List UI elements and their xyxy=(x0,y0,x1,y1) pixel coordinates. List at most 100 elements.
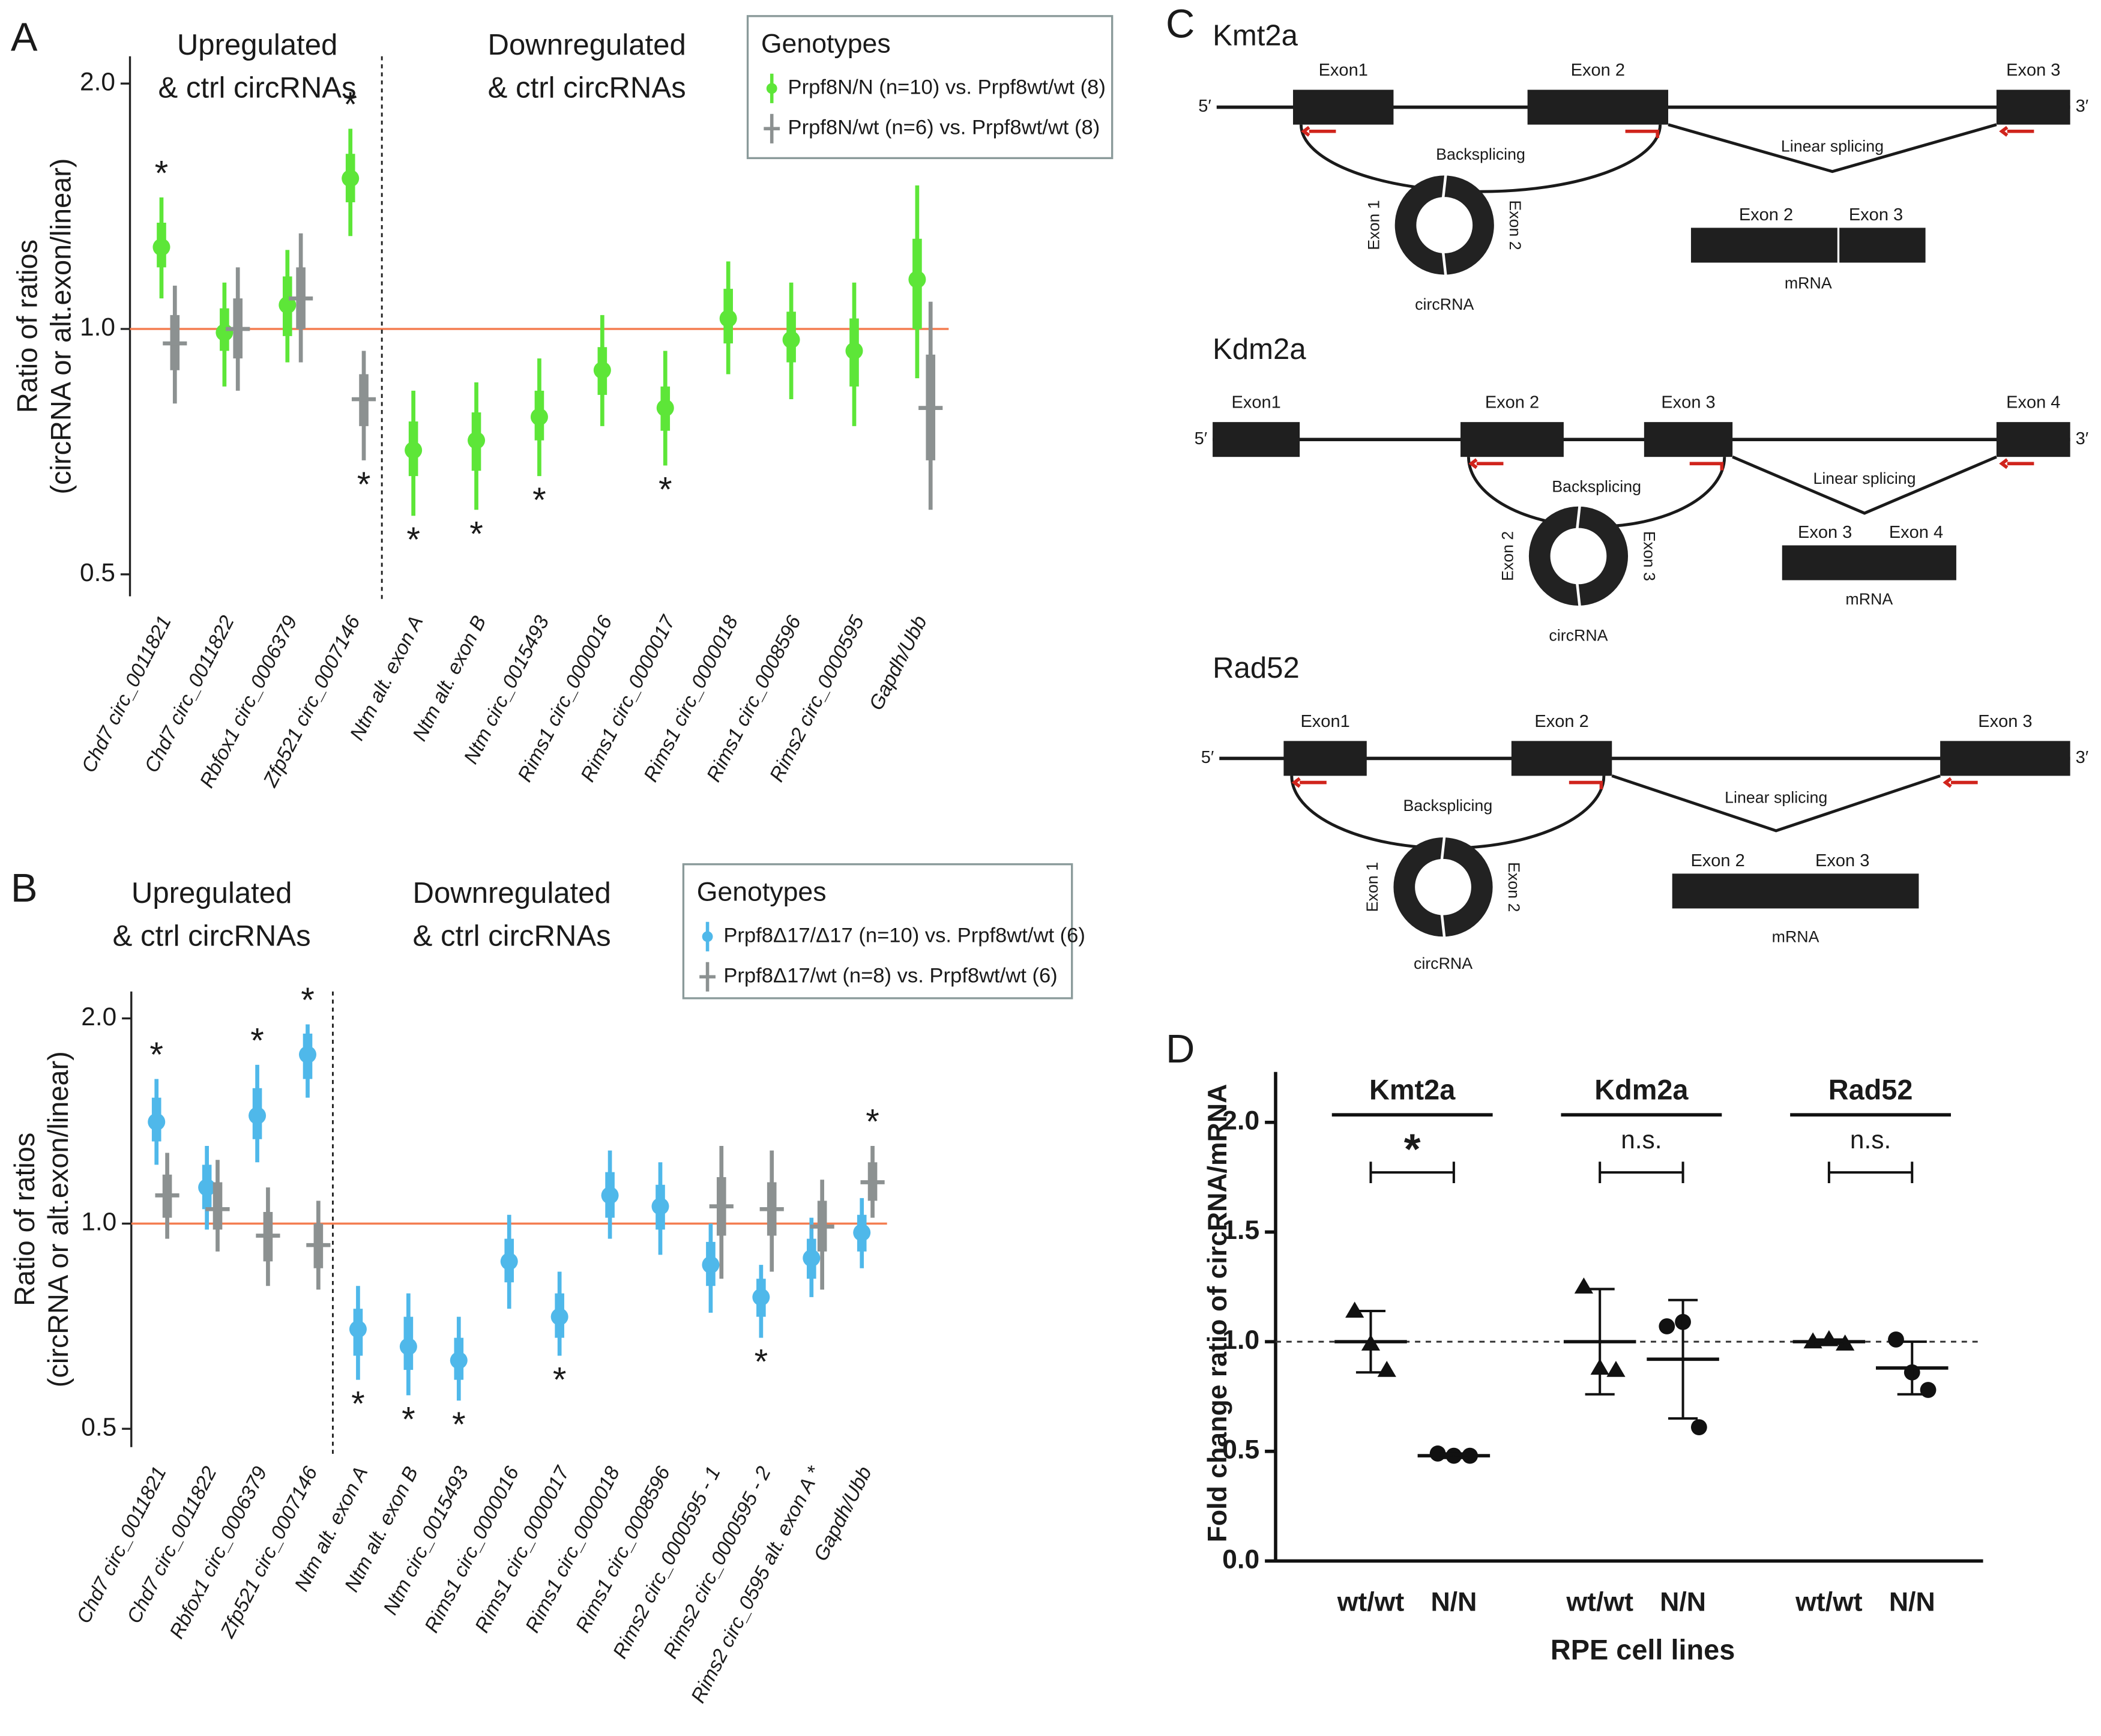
circrna-label: circRNA xyxy=(1415,295,1474,313)
mrna-exon-label: Exon 3 xyxy=(1798,523,1852,542)
comparison-bracket xyxy=(1369,1162,1455,1184)
exon xyxy=(1460,422,1564,457)
significance-label: * xyxy=(357,465,371,504)
data-point xyxy=(1690,1419,1707,1435)
significance-label: * xyxy=(250,1021,264,1060)
significance-label: * xyxy=(755,1343,768,1382)
y-tick-label: 0.0 xyxy=(1222,1545,1259,1574)
mrna-exon-label: Exon 2 xyxy=(1690,851,1744,870)
y-axis-label: (circRNA or alt.exon/linear) xyxy=(45,158,76,495)
circrna-exon-label: Exon 2 xyxy=(1498,531,1516,581)
x-tick-label: Rims1 circ_0000016 xyxy=(421,1463,524,1636)
y-tick-label: 2.0 xyxy=(80,67,115,95)
point-estimate xyxy=(702,1256,720,1274)
point-estimate xyxy=(405,441,423,459)
exon-label: Exon 3 xyxy=(2006,61,2060,80)
legend-box xyxy=(682,863,1073,999)
significance-label: * xyxy=(351,1385,365,1424)
comparison-bracket xyxy=(1599,1162,1684,1184)
exon-label: Exon 3 xyxy=(1978,712,2032,731)
point-estimate xyxy=(853,1223,871,1241)
legend-label: Prpf8Δ17/wt (n=8) vs. Prpf8wt/wt (6) xyxy=(723,964,1057,987)
point-estimate xyxy=(845,342,863,360)
section-label: & ctrl circRNAs xyxy=(488,72,686,104)
significance-label: * xyxy=(469,514,483,553)
error-bar xyxy=(1668,1298,1698,1420)
data-point xyxy=(1888,1331,1904,1348)
point-estimate xyxy=(530,408,548,426)
three-prime: 3′ xyxy=(2076,429,2089,448)
error-bar xyxy=(1897,1340,1927,1396)
point-estimate xyxy=(550,1308,568,1326)
exon xyxy=(1511,741,1612,776)
point-estimate xyxy=(908,271,926,289)
y-axis-label: Ratio of ratios xyxy=(9,1133,40,1306)
primer xyxy=(1569,780,1603,789)
primer xyxy=(1625,129,1659,138)
x-tick-label: Rims1 circ_0000017 xyxy=(471,1462,574,1636)
comparison-label: n.s. xyxy=(1621,1126,1662,1154)
backsplicing-label: Backsplicing xyxy=(1552,478,1641,496)
y-tick-label: 1.0 xyxy=(80,313,115,341)
point-estimate xyxy=(651,1198,669,1216)
data-point xyxy=(1659,1318,1675,1334)
exon-label: Exon1 xyxy=(1300,712,1349,731)
x-tick-label: Chd7 circ_0011821 xyxy=(73,1463,171,1627)
significance-label: * xyxy=(155,154,169,193)
gene-label: Kmt2a xyxy=(1213,19,1298,52)
exon xyxy=(1644,422,1733,457)
exon-label: Exon 2 xyxy=(1534,712,1588,731)
section-label: & ctrl circRNAs xyxy=(113,920,311,952)
primer xyxy=(1943,777,1978,788)
section-label: Upregulated xyxy=(177,29,337,61)
gene-label: Kdm2a xyxy=(1213,333,1306,366)
circrna-exon-label: Exon 3 xyxy=(1640,531,1658,581)
gene-label: Rad52 xyxy=(1213,652,1300,684)
five-prime: 5′ xyxy=(1198,97,1211,116)
section-label: & ctrl circRNAs xyxy=(413,920,611,952)
x-tick-label: N/N xyxy=(1430,1588,1477,1617)
x-tick-label: wt/wt xyxy=(1566,1588,1633,1617)
legend-swatch xyxy=(702,931,713,942)
point-estimate xyxy=(593,361,611,379)
point-estimate xyxy=(601,1186,619,1204)
significance-label: * xyxy=(532,481,546,520)
significance-label: * xyxy=(406,520,420,559)
legend-title: Genotypes xyxy=(761,29,891,59)
exon-label: Exon 3 xyxy=(1661,393,1715,412)
circrna-exon-label: Exon 2 xyxy=(1505,862,1523,912)
mrna xyxy=(1690,228,1926,263)
legend-box xyxy=(746,15,1114,160)
error-bar xyxy=(1355,1309,1386,1374)
point-estimate xyxy=(468,432,486,450)
mrna-label: mRNA xyxy=(1772,928,1819,946)
data-point xyxy=(1606,1360,1626,1377)
exon xyxy=(1996,422,2070,457)
circrna-junction xyxy=(1441,252,1447,277)
panel-letter: C xyxy=(1166,1,1195,46)
linear-splicing-label: Linear splicing xyxy=(1813,469,1916,487)
point-estimate xyxy=(298,1046,317,1064)
circrna-junction xyxy=(1576,505,1581,529)
exon xyxy=(1293,89,1394,125)
group-label: Kdm2a xyxy=(1594,1074,1689,1106)
three-prime: 3′ xyxy=(2076,97,2089,116)
circrna-exon-label: Exon 2 xyxy=(1506,200,1524,250)
point-estimate xyxy=(719,310,737,328)
point-estimate xyxy=(216,324,234,342)
point-estimate xyxy=(656,399,674,417)
y-axis-label: Ratio of ratios xyxy=(11,240,43,413)
y-tick-label: 0.5 xyxy=(1222,1435,1259,1465)
exon xyxy=(1527,89,1669,125)
primer xyxy=(1468,458,1504,469)
panel-letter: D xyxy=(1166,1026,1195,1071)
exon-label: Exon 2 xyxy=(1571,61,1625,80)
primer xyxy=(1999,458,2034,469)
circrna-junction xyxy=(1440,914,1446,938)
primer xyxy=(1291,777,1327,788)
point-estimate xyxy=(148,1113,166,1131)
primer xyxy=(1301,125,1336,137)
error-bar xyxy=(1439,1452,1469,1459)
mrna xyxy=(1782,545,1956,580)
data-point xyxy=(1574,1277,1594,1294)
